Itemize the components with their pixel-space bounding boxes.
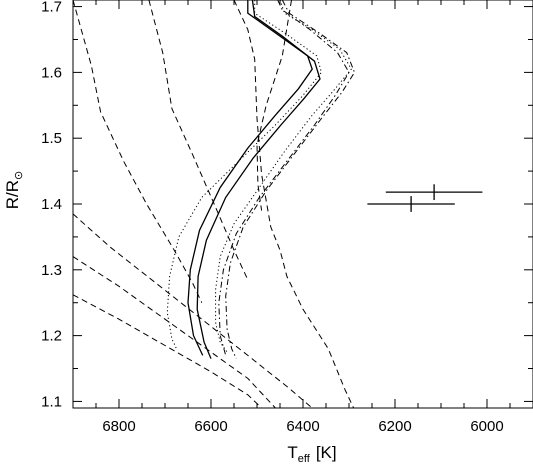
track-dashdot-6 (218, 0, 350, 356)
observed-error-bars (367, 184, 483, 212)
track-dotted-3 (166, 0, 322, 350)
track-solid-1 (187, 0, 313, 356)
y-tick-label: 1.1 (41, 393, 62, 410)
track-dashed-11 (72, 213, 313, 409)
track-dashed-9 (233, 0, 355, 409)
y-tick-label: 1.5 (41, 130, 62, 147)
x-tick-label: 6600 (194, 418, 227, 435)
plot-frame (72, 0, 533, 409)
track-dashed-7 (72, 0, 203, 303)
track-dashed-13 (72, 294, 262, 409)
axis-ticks (73, 0, 533, 408)
x-tick-label: 6800 (102, 418, 135, 435)
x-axis-title-sub: eff (298, 453, 311, 465)
track-dashed-8 (148, 0, 249, 280)
x-tick-labels: 6800 6600 6400 6200 6000 (102, 418, 503, 435)
y-tick-label: 1.3 (41, 262, 62, 279)
model-tracks (72, 0, 356, 409)
track-dashdot-5 (225, 0, 356, 359)
y-tick-label: 1.7 (41, 0, 62, 16)
error-bar-1 (385, 184, 483, 201)
x-axis-title-unit: [K] (316, 443, 337, 462)
track-solid-2 (196, 0, 321, 359)
x-tick-label: 6000 (470, 418, 503, 435)
y-tick-label: 1.4 (41, 196, 62, 213)
track-dashed-12 (72, 256, 276, 409)
x-tick-label: 6400 (286, 418, 319, 435)
y-tick-labels: 1.1 1.2 1.3 1.4 1.5 1.6 1.7 (41, 0, 62, 410)
track-dotted-4 (215, 0, 352, 353)
x-axis-title-main: T (287, 443, 297, 462)
x-tick-label: 6200 (378, 418, 411, 435)
y-tick-label: 1.2 (41, 328, 62, 345)
error-bar-2 (367, 196, 455, 212)
y-axis-title-main: R/R (3, 180, 22, 209)
y-axis-title: R/R⊙ (3, 171, 25, 210)
y-axis-title-sub: ⊙ (13, 171, 25, 180)
x-axis-title: Teff [K] (287, 443, 336, 465)
track-dashed-10 (256, 0, 292, 211)
y-tick-label: 1.6 (41, 64, 62, 81)
